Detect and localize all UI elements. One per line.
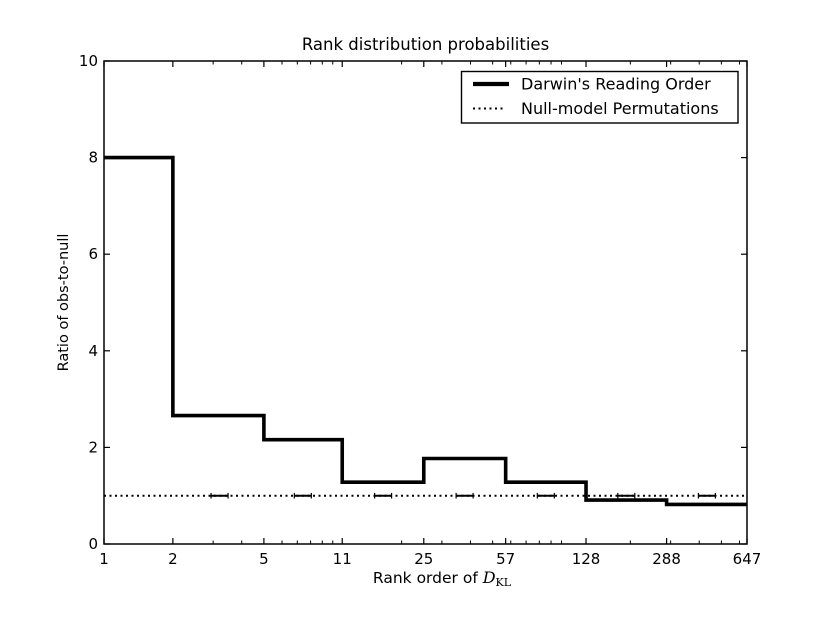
x-tick-label: 5: [259, 550, 269, 568]
chart-title: Rank distribution probabilities: [302, 35, 549, 54]
legend-entry-darwin: Darwin's Reading Order: [521, 75, 711, 94]
legend-box: [460, 70, 739, 124]
y-tick-label: 8: [88, 149, 98, 167]
y-tick-label: 2: [88, 438, 98, 456]
y-tick-label: 0: [88, 535, 98, 553]
step-line-group: [104, 155, 747, 507]
axis-ticks-group: [103, 60, 748, 545]
y-axis-label: Ratio of obs-to-null: [56, 234, 72, 372]
x-tick-label: 2: [168, 550, 178, 568]
x-tick-label: 288: [652, 550, 681, 568]
legend-entry-null: Null-model Permutations: [521, 99, 719, 118]
x-tick-label: 57: [496, 550, 515, 568]
x-tick-label: 11: [333, 550, 352, 568]
y-tick-label: 6: [88, 245, 98, 263]
x-tick-label: 128: [572, 550, 601, 568]
x-tick-label: 1: [99, 550, 109, 568]
x-tick-label: 647: [733, 550, 762, 568]
legend: Darwin's Reading Order Null-model Permut…: [460, 70, 739, 124]
y-tick-label: 10: [79, 52, 98, 70]
null-model-line-group: [104, 492, 747, 499]
darwin-step-line: [104, 155, 747, 507]
x-axis-label: Rank order of DKL: [373, 568, 512, 589]
x-tick-label: 25: [414, 550, 433, 568]
y-tick-label: 4: [88, 342, 98, 360]
